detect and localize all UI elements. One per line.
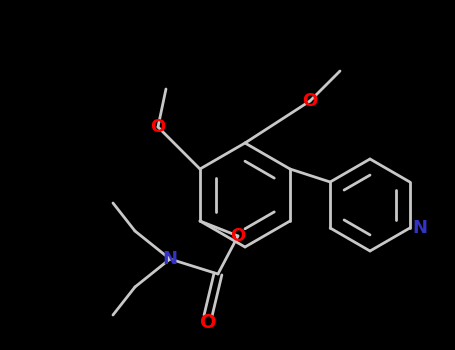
Text: O: O (150, 118, 166, 136)
Text: N: N (162, 250, 177, 268)
Text: O: O (303, 92, 318, 110)
Text: O: O (230, 227, 246, 245)
Text: O: O (200, 313, 216, 331)
Text: N: N (412, 219, 427, 237)
